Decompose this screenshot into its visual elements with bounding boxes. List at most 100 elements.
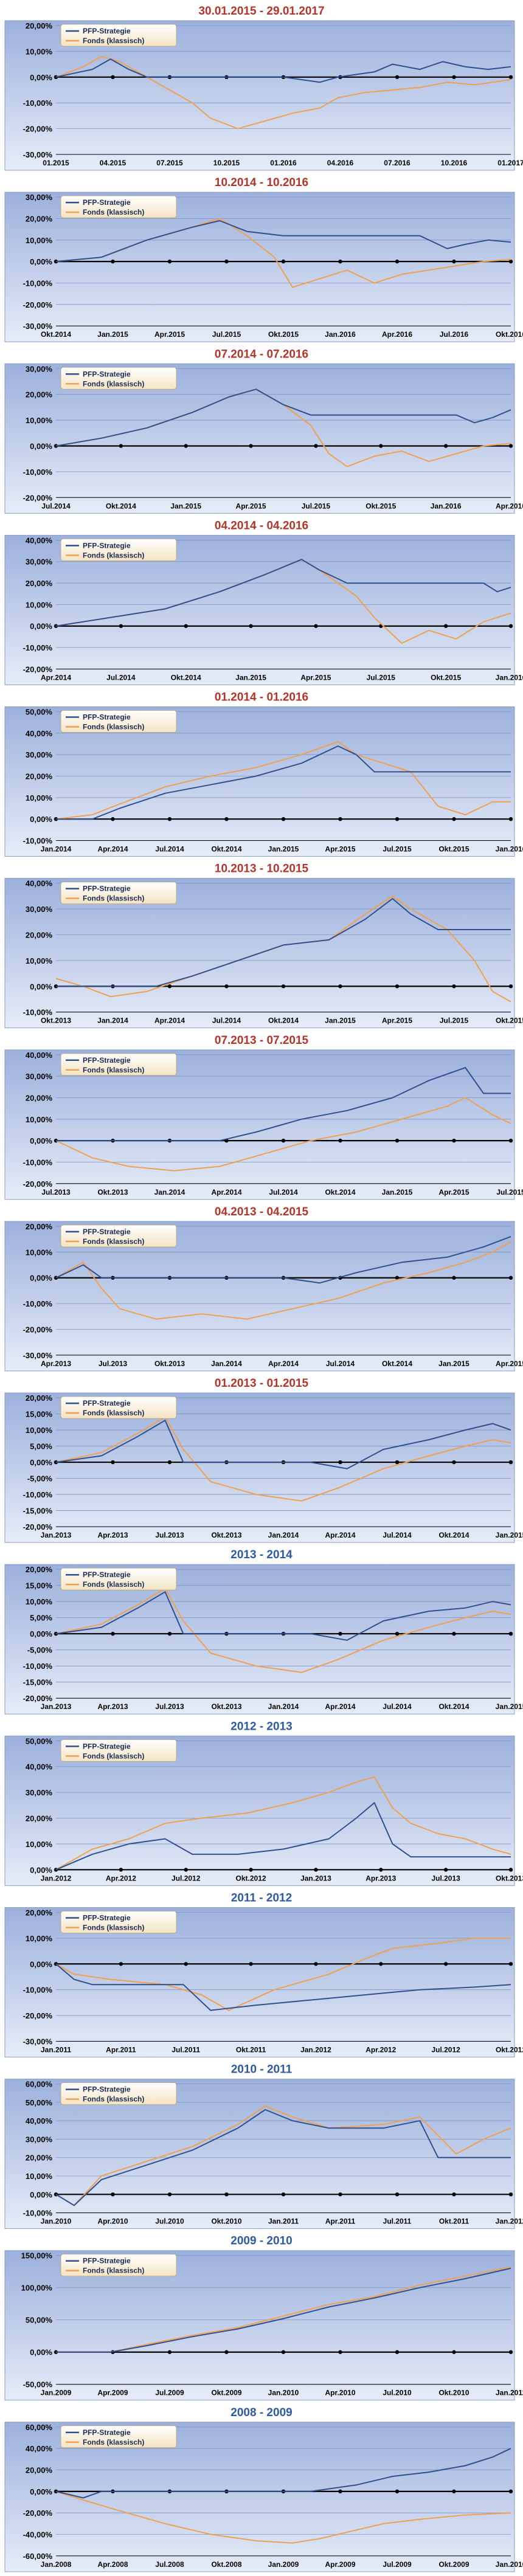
y-tick-label: 0,00%: [30, 2487, 52, 2496]
x-tick-label: Apr.2013: [97, 1702, 128, 1711]
x-tick-label: Jul.2013: [99, 1359, 128, 1368]
x-tick-label: Jul.2014: [383, 1531, 412, 1539]
x-tick-label: Jan.2014: [268, 1702, 299, 1711]
series-line-fonds-klassisch: [55, 1097, 511, 1172]
y-tick-label: 0,00%: [30, 815, 52, 824]
y-tick-label: 0,00%: [30, 1458, 52, 1467]
y-tick-label: 150,00%: [21, 2251, 53, 2260]
x-tick-label: Apr.2016: [496, 502, 523, 510]
y-tick-label: 5,00%: [30, 1442, 52, 1451]
legend: [60, 1567, 177, 1590]
x-tick-label: Jul.2009: [155, 2389, 184, 2397]
legend-label-fonds: Fonds (klassisch): [83, 1923, 144, 1932]
x-tick-label: Jan.2016: [431, 502, 462, 510]
x-tick-label: Jan.2015: [496, 1531, 523, 1539]
x-tick-label: Okt.2013: [41, 1017, 71, 1025]
series-line-pfp-strategie: [55, 2109, 511, 2206]
legend-label-pfp: PFP-Strategie: [83, 713, 131, 722]
zero-line-marker: [281, 817, 286, 821]
x-tick-label: Okt.2015: [496, 1017, 523, 1025]
chart-9: 01.2013 - 01.2015 20,00% 15,00% 10,00% 5,00%…: [4, 1377, 523, 1543]
chart-3: 07.2014 - 07.2016 30,00% 20,00% 10,00% 0,00%…: [4, 348, 523, 514]
x-tick-label: Apr.2013: [97, 1531, 128, 1539]
x-tick-label: 04.2016: [327, 159, 354, 167]
zero-line-marker: [314, 444, 318, 448]
zero-line-marker: [119, 444, 123, 448]
chart-2: 10.2014 - 10.2016 30,00% 20,00% 10,00% 0,00%…: [4, 176, 523, 342]
y-tick-label: 20,00%: [26, 1814, 53, 1823]
y-tick-label: 60,00%: [26, 2080, 53, 2089]
y-tick-label: 10,00%: [26, 47, 53, 56]
zero-line-marker: [167, 2192, 172, 2197]
legend: [60, 710, 177, 733]
zero-line-marker: [508, 1138, 513, 1143]
x-tick-label: Apr.2015: [236, 502, 266, 510]
legend-label-pfp: PFP-Strategie: [83, 885, 131, 893]
x-tick-label: Jan.2011: [41, 2045, 71, 2054]
y-tick-label: 50,00%: [26, 1736, 53, 1746]
y-tick-label: 0,00%: [30, 73, 52, 82]
legend-label-fonds: Fonds (klassisch): [83, 1237, 144, 1246]
x-tick-label: Okt.2014: [438, 1702, 469, 1711]
x-tick-label: Jan.2009: [268, 2560, 299, 2569]
y-tick-label: 20,00%: [26, 772, 53, 781]
zero-line-marker: [224, 817, 229, 821]
x-tick-label: Jan.2013: [41, 1531, 72, 1539]
legend: [60, 2254, 177, 2277]
legend-label-fonds: Fonds (klassisch): [83, 379, 144, 388]
legend-label-pfp: PFP-Strategie: [83, 541, 131, 550]
x-tick-label: Jan.2016: [496, 673, 523, 682]
chart-14: 2009 - 2010 150,00% 100,00% 50,00% 0,00% -50,…: [4, 2235, 523, 2401]
legend-label-fonds: Fonds (klassisch): [83, 723, 144, 731]
series-line-pfp-strategie: [56, 898, 511, 987]
x-tick-label: Apr.2011: [325, 2217, 356, 2226]
chart-title: 2012 - 2013: [230, 1720, 292, 1733]
y-tick-label: 30,00%: [26, 364, 53, 373]
chart-6: 10.2013 - 10.2015 40,00% 30,00% 20,00% 10,00…: [4, 863, 523, 1029]
zero-line-marker: [184, 624, 188, 628]
y-tick-label: 10,00%: [26, 793, 53, 803]
series-line-fonds-klassisch: [55, 1776, 511, 1871]
x-tick-label: Okt.2014: [211, 845, 241, 854]
legend: [60, 882, 177, 905]
legend-label-pfp: PFP-Strategie: [83, 370, 131, 378]
x-tick-label: Jul.2015: [367, 673, 396, 682]
zero-line-marker: [249, 624, 253, 628]
zero-line-marker: [452, 817, 456, 821]
x-tick-label: Jul.2014: [155, 845, 184, 854]
x-tick-label: Okt.2015: [431, 673, 461, 682]
zero-line-marker: [508, 1460, 513, 1465]
series-line-pfp-strategie: [55, 1963, 511, 2011]
y-tick-label: 10,00%: [26, 1840, 53, 1849]
y-tick-label: 0,00%: [30, 1960, 52, 1969]
legend-label-fonds: Fonds (klassisch): [83, 1066, 144, 1074]
zero-line-marker: [338, 2192, 342, 2197]
x-tick-label: Apr.2015: [496, 1359, 523, 1368]
x-tick-label: Jan.2010: [268, 2389, 299, 2397]
zero-line-marker: [508, 624, 513, 628]
x-tick-label: Apr.2011: [106, 2045, 136, 2054]
x-tick-label: Okt.2011: [236, 2045, 266, 2054]
zero-line-marker: [443, 444, 448, 448]
y-tick-label: 20,00%: [26, 1393, 53, 1403]
y-tick-label: 40,00%: [26, 2444, 53, 2453]
zero-line-marker: [508, 1276, 513, 1280]
x-tick-label: Jul.2015: [440, 1017, 469, 1025]
zero-line-marker: [167, 2350, 172, 2354]
x-tick-label: Jul.2012: [171, 1874, 201, 1882]
zero-line-marker: [508, 2489, 513, 2494]
x-tick-label: Okt.2009: [211, 2389, 241, 2397]
x-tick-label: Jul.2013: [155, 1702, 184, 1711]
x-tick-label: Jan.2008: [41, 2560, 72, 2569]
chart-title: 2008 - 2009: [230, 2406, 292, 2419]
y-tick-label: -50,00%: [23, 2380, 53, 2389]
zero-line-marker: [395, 75, 400, 79]
x-tick-label: Okt.2009: [438, 2560, 469, 2569]
x-tick-label: Jan.2012: [496, 2217, 523, 2226]
y-tick-label: 40,00%: [26, 536, 53, 545]
zero-line-marker: [184, 1868, 188, 1872]
x-tick-label: Apr.2009: [325, 2560, 355, 2569]
y-tick-label: 20,00%: [26, 390, 53, 399]
x-tick-label: Jan.2016: [496, 845, 523, 854]
zero-line-marker: [395, 1276, 400, 1280]
